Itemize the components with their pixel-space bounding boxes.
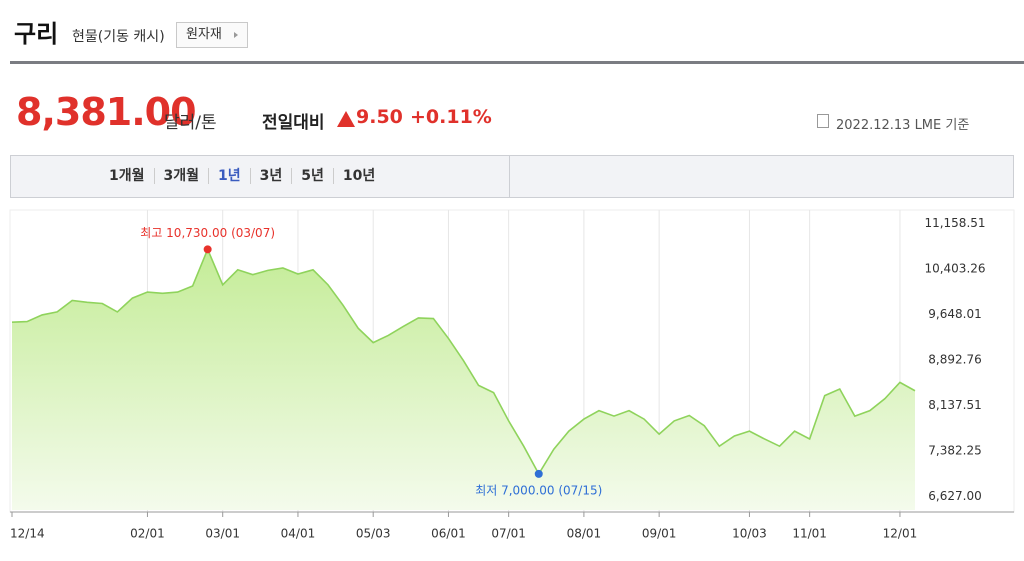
tab[interactable]: 5년 — [291, 168, 333, 184]
x-tick-label: 12/14 — [10, 527, 45, 541]
up-arrow — [337, 111, 355, 127]
price-line — [11, 247, 916, 476]
max-label: 최고 10,730.00 (03/07) — [140, 226, 275, 240]
x-tick-label: 10/03 — [732, 527, 767, 541]
y-tick-label: 11,158.51 — [924, 216, 985, 230]
change: 9.50 — [356, 106, 403, 128]
tab-divider — [509, 155, 510, 198]
tab[interactable]: 1년 — [208, 168, 250, 184]
x-tick-label: 05/03 — [356, 527, 391, 541]
min-marker — [534, 469, 543, 478]
price: 8,381.00 — [16, 90, 197, 134]
y-tick-label: 8,892.76 — [928, 352, 981, 366]
y-tick-label: 10,403.26 — [924, 261, 985, 275]
tabs: 1개월 3개월 1년 3년 5년 10년 — [100, 168, 384, 184]
min-label: 최저 7,000.00 (07/15) — [475, 483, 602, 497]
x-tick-label: 12/01 — [883, 527, 918, 541]
x-tick-label: 11/01 — [792, 527, 827, 541]
tab[interactable]: 3개월 — [153, 168, 209, 184]
date-icon — [817, 114, 829, 128]
y-tick-label: 8,137.51 — [928, 398, 981, 412]
y-tick-label: 9,648.01 — [928, 307, 981, 321]
max-marker — [203, 245, 212, 254]
x-tick-label: 08/01 — [567, 527, 602, 541]
change-label: 전일대비 — [262, 113, 325, 133]
change-percent: +0.11% — [410, 106, 492, 128]
x-tick-label: 02/01 — [130, 527, 165, 541]
price-unit: 달러/톤 — [164, 113, 217, 133]
y-tick-label: 6,627.00 — [928, 489, 981, 503]
x-tick-label: 04/01 — [281, 527, 316, 541]
x-tick-label: 07/01 — [491, 527, 526, 541]
x-tick-label: 09/01 — [642, 527, 677, 541]
title: 구리 — [14, 20, 59, 48]
category-button[interactable]: 원자재 — [176, 22, 248, 48]
tab[interactable]: 10년 — [332, 168, 384, 184]
x-tick-label: 03/01 — [205, 527, 240, 541]
chart: 12/14 02/01 03/01 04/01 05/03 06/01 07/01 08/01… — [9, 209, 1015, 541]
tab-bar — [10, 155, 1014, 198]
quote-date: 2022.12.13 LME 기준 — [836, 118, 970, 133]
x-tick-label: 06/01 — [431, 527, 466, 541]
divider — [10, 61, 1024, 64]
tab[interactable]: 1개월 — [109, 168, 145, 184]
tab[interactable]: 3년 — [249, 168, 292, 184]
area-fill — [12, 249, 915, 510]
subtitle: 현물(기동 캐시) — [72, 29, 165, 45]
y-tick-label: 7,382.25 — [928, 443, 981, 457]
